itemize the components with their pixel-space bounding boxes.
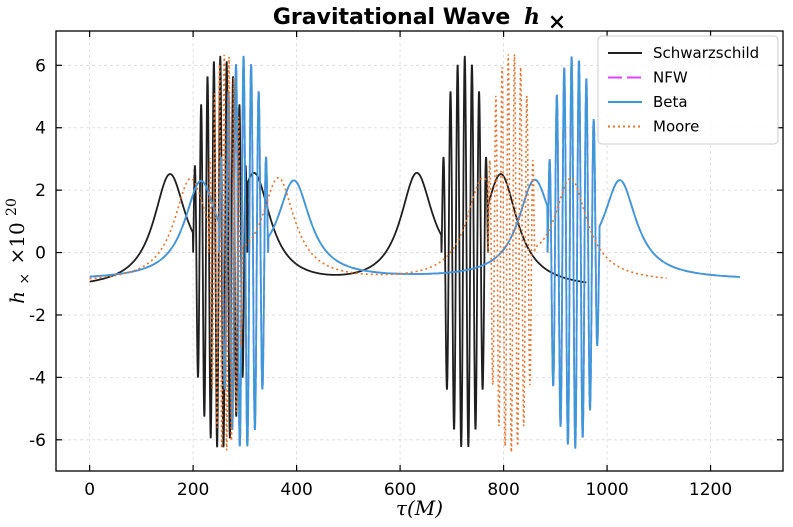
x-tick-label: 600 [384,480,416,500]
legend-label-schwarzschild: Schwarzschild [653,44,759,62]
legend-label-nfw: NFW [653,69,688,87]
x-axis-label: τ(M) [396,496,443,520]
chart-title: Gravitational Wave h × [273,4,566,35]
x-tick-label: 400 [280,480,312,500]
ticks: 0 200 400 600 800 1000 1200 -6 -4 -2 0 2 4 6 [29,31,783,500]
y-tick-label: 0 [35,244,46,264]
x-tick-label: 0 [84,480,95,500]
y-tick-label: -4 [29,368,46,388]
legend-label-moore: Moore [653,118,699,136]
y-tick-label: -2 [29,306,46,326]
x-tick-label: 800 [487,480,519,500]
y-tick-label: -6 [29,431,46,451]
legend: Schwarzschild NFW Beta Moore [597,35,779,145]
plot-frame [55,30,784,472]
x-tick-label: 200 [177,480,209,500]
y-tick-label: 4 [35,119,46,139]
y-tick-label: 2 [35,181,46,201]
series-line-schwarzschild [89,55,587,448]
y-tick-label: 6 [35,56,46,76]
x-tick-label: 1200 [689,480,732,500]
y-axis-label: h × ×10 20 [4,198,34,304]
legend-box [597,35,779,145]
x-tick-label: 1000 [585,480,628,500]
grid [56,31,783,471]
series-line-moore [89,54,667,453]
legend-label-beta: Beta [653,93,688,111]
series-layer [89,54,741,453]
series-line-beta [89,55,741,449]
